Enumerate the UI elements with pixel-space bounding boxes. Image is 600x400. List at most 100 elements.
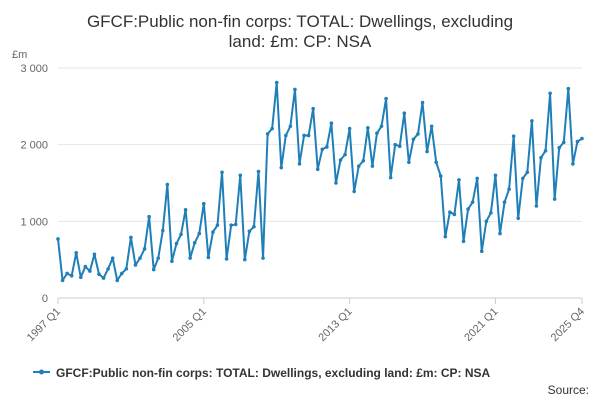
data-point[interactable] [183, 208, 188, 212]
data-point[interactable] [548, 91, 552, 96]
data-point[interactable] [233, 222, 238, 227]
data-point[interactable] [279, 165, 284, 170]
data-point[interactable] [325, 145, 329, 149]
data-point[interactable] [557, 145, 562, 150]
data-point[interactable] [320, 147, 325, 152]
data-point[interactable] [138, 256, 142, 260]
data-point[interactable] [124, 267, 129, 271]
data-point[interactable] [106, 267, 110, 271]
data-point[interactable] [411, 137, 416, 142]
data-point[interactable] [571, 162, 575, 166]
data-point[interactable] [293, 87, 297, 92]
data-point[interactable] [361, 158, 366, 163]
data-point[interactable] [110, 256, 115, 260]
data-point[interactable] [561, 140, 566, 145]
data-point[interactable] [375, 131, 379, 135]
data-point[interactable] [229, 223, 233, 227]
data-point[interactable] [60, 278, 65, 283]
data-point[interactable] [352, 189, 356, 194]
data-point[interactable] [247, 229, 252, 234]
data-point[interactable] [470, 200, 475, 204]
data-point[interactable] [220, 170, 224, 175]
data-point[interactable] [484, 219, 489, 224]
data-point[interactable] [329, 121, 334, 125]
data-point[interactable] [192, 241, 197, 245]
data-point[interactable] [83, 264, 88, 269]
data-point[interactable] [315, 167, 320, 171]
data-point[interactable] [489, 211, 493, 215]
data-point[interactable] [457, 178, 461, 182]
data-point[interactable] [256, 169, 261, 174]
data-point[interactable] [311, 106, 315, 111]
data-point[interactable] [88, 269, 92, 273]
data-point[interactable] [552, 197, 557, 201]
data-point[interactable] [270, 126, 274, 131]
data-point[interactable] [74, 250, 79, 255]
data-point[interactable] [543, 149, 548, 153]
data-point[interactable] [384, 96, 388, 101]
data-point[interactable] [156, 256, 161, 260]
data-point[interactable] [520, 176, 525, 181]
data-point[interactable] [343, 152, 347, 157]
data-point[interactable] [493, 173, 498, 178]
data-point[interactable] [215, 223, 220, 227]
data-point[interactable] [179, 232, 183, 237]
data-point[interactable] [78, 275, 83, 280]
data-point[interactable] [525, 170, 530, 175]
data-point[interactable] [498, 231, 502, 236]
data-point[interactable] [174, 241, 179, 246]
data-point[interactable] [370, 164, 375, 168]
data-point[interactable] [252, 224, 256, 229]
data-point[interactable] [347, 126, 352, 131]
data-point[interactable] [334, 181, 338, 185]
data-point[interactable] [434, 160, 438, 165]
data-point[interactable] [416, 132, 420, 136]
data-point[interactable] [265, 132, 270, 136]
data-point[interactable] [133, 263, 138, 267]
data-point[interactable] [507, 187, 511, 191]
data-point[interactable] [129, 235, 133, 240]
data-point[interactable] [580, 136, 584, 141]
data-point[interactable] [407, 160, 411, 165]
data-point[interactable] [284, 133, 288, 138]
data-point[interactable] [397, 144, 402, 148]
data-point[interactable] [443, 234, 448, 239]
data-point[interactable] [224, 257, 229, 261]
legend[interactable]: GFCF:Public non-fin corps: TOTAL: Dwelli… [33, 366, 491, 380]
data-point[interactable] [534, 204, 539, 208]
data-point[interactable] [511, 134, 516, 139]
data-point[interactable] [101, 276, 106, 280]
data-point[interactable] [530, 119, 534, 123]
data-point[interactable] [306, 133, 311, 138]
data-point[interactable] [479, 249, 484, 254]
data-point[interactable] [502, 200, 507, 204]
data-point[interactable] [461, 239, 466, 244]
data-point[interactable] [115, 278, 120, 283]
data-point[interactable] [274, 80, 279, 85]
data-point[interactable] [379, 124, 384, 129]
data-point[interactable] [243, 257, 247, 262]
data-point[interactable] [92, 252, 97, 257]
data-point[interactable] [338, 158, 343, 162]
data-point[interactable] [420, 100, 425, 105]
data-point[interactable] [448, 210, 452, 214]
data-point[interactable] [197, 231, 202, 236]
data-point[interactable] [261, 256, 265, 260]
data-point[interactable] [147, 214, 151, 219]
data-point[interactable] [366, 126, 370, 130]
data-point[interactable] [475, 176, 480, 181]
data-point[interactable] [65, 271, 69, 276]
data-point[interactable] [297, 162, 302, 166]
data-point[interactable] [188, 256, 192, 260]
data-point[interactable] [170, 259, 174, 264]
data-point[interactable] [211, 230, 215, 234]
data-point[interactable] [566, 86, 571, 91]
data-point[interactable] [393, 142, 397, 147]
data-point[interactable] [97, 272, 101, 277]
data-point[interactable] [402, 111, 407, 116]
data-point[interactable] [56, 237, 60, 241]
data-point[interactable] [69, 273, 74, 278]
data-point[interactable] [142, 247, 147, 251]
data-point[interactable] [165, 182, 170, 187]
data-point[interactable] [429, 124, 434, 129]
